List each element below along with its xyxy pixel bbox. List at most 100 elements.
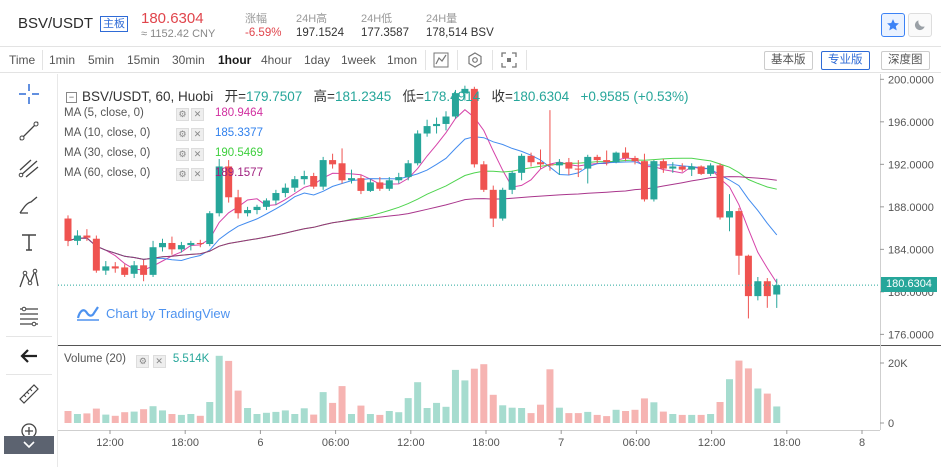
ma5-legend[interactable]: MA (5, close, 0) ⚙ ✕ 180.9464 [64,107,263,121]
fib-tool[interactable] [14,302,44,330]
close-icon[interactable]: ✕ [191,128,204,141]
candle-body [149,247,157,275]
volume-bar [121,412,129,423]
candle-body [537,162,544,165]
tf-1min[interactable]: 1min [49,53,76,67]
fullscreen-button[interactable] [498,50,520,70]
low-value: 178.4914 [423,89,481,104]
candle-body [423,126,431,134]
ma60-label: MA (60, close, 0) [64,167,151,179]
candle-body [395,177,403,181]
candle-body [527,155,535,163]
candle-body [707,165,715,174]
x-tick-label: 12:00 [397,437,425,449]
crosshair-tool[interactable] [14,80,44,108]
pattern-tool[interactable] [14,265,44,293]
favorite-button[interactable] [881,13,905,37]
settings-icon[interactable]: ⚙ [136,355,150,368]
candle-body [584,156,592,169]
tf-30min[interactable]: 30min [172,53,205,67]
volume-bar [357,405,365,423]
candle-body [754,281,762,297]
tf-time[interactable]: Time [9,53,36,67]
candle-body [640,161,648,200]
x-tick-label: 06:00 [623,437,651,449]
tradingview-watermark[interactable]: Chart by TradingView [76,304,230,322]
candle-body [470,88,478,165]
ruler-icon [19,384,39,404]
ma60-legend[interactable]: MA (60, close, 0) ⚙ ✕ 189.1577 [64,167,263,181]
volume-bar [546,369,554,423]
ma10-legend[interactable]: MA (10, close, 0) ⚙ ✕ 185.3377 [64,127,263,141]
pro-view-button[interactable]: 专业版 [821,51,870,70]
volume-bar [310,414,318,423]
tf-1week[interactable]: 1week [341,53,376,67]
volume-bar [650,402,658,423]
volume-bar [433,402,441,423]
close-icon[interactable]: ✕ [152,355,166,368]
candle-body [357,178,365,191]
change-value: +0.9585 (+0.53%) [580,89,689,104]
trend-line-tool[interactable] [14,117,44,145]
candle-body [253,206,261,211]
volume-bar [744,368,752,423]
candle-body [744,255,752,297]
collapse-tools-button[interactable] [4,436,54,454]
collapse-legend-icon[interactable]: − [66,92,77,103]
candle-body [338,163,346,181]
brush-tool[interactable] [14,191,44,219]
high-24h-label: 24H高 [296,13,328,25]
text-tool[interactable] [14,228,44,256]
basic-view-button[interactable]: 基本版 [764,51,813,70]
settings-icon[interactable]: ⚙ [176,148,189,161]
volume-bar [470,368,478,423]
pitchfork-tool[interactable] [14,154,44,182]
volume-bar [489,394,497,423]
candle-body [622,152,630,158]
volume-bar [593,414,601,423]
volume-bar [329,402,337,423]
depth-chart-button[interactable]: 深度图 [881,51,930,70]
volume-legend[interactable]: Volume (20) ⚙ ✕ 5.514K [64,353,209,368]
back-button[interactable] [14,342,44,370]
chart-settings-button[interactable] [464,50,486,70]
close-icon[interactable]: ✕ [191,148,204,161]
candle-body [177,245,185,250]
settings-icon[interactable]: ⚙ [176,168,189,181]
theme-toggle-button[interactable] [908,13,932,37]
current-price-tag: 180.6304 [881,277,937,292]
y-tick-label: 196.0000 [888,117,934,129]
close-icon[interactable]: ✕ [191,168,204,181]
settings-icon[interactable]: ⚙ [176,108,189,121]
tf-15min[interactable]: 15min [127,53,160,67]
candle-body [593,156,601,161]
volume-bar [385,411,393,423]
close-icon[interactable]: ✕ [191,108,204,121]
volume-bar [584,411,592,423]
tf-4hour[interactable]: 4hour [261,53,292,67]
pattern-icon [19,268,39,288]
volume-bar [773,406,781,423]
ruler-tool[interactable] [14,380,44,408]
indicators-button[interactable] [430,50,452,70]
ma30-legend[interactable]: MA (30, close, 0) ⚙ ✕ 190.5469 [64,147,263,161]
volume-bar [73,414,81,423]
crosshair-icon [19,84,39,104]
volume-bar [253,414,261,423]
pair-title[interactable]: BSV/USDT [18,15,94,32]
x-tick-label: 06:00 [322,437,350,449]
candle-body [385,180,393,189]
tf-1hour[interactable]: 1hour [218,53,252,67]
tf-1mon[interactable]: 1mon [387,53,418,67]
candle-body [735,211,743,256]
candle-body [281,187,289,194]
candle-body [225,166,233,198]
volume-bar [537,404,544,423]
settings-icon[interactable]: ⚙ [176,128,189,141]
tf-5min[interactable]: 5min [88,53,115,67]
volume-24h-label: 24H量 [426,13,458,25]
volume-bar [527,413,535,423]
candle-body [244,210,252,214]
tf-1day[interactable]: 1day [304,53,331,67]
